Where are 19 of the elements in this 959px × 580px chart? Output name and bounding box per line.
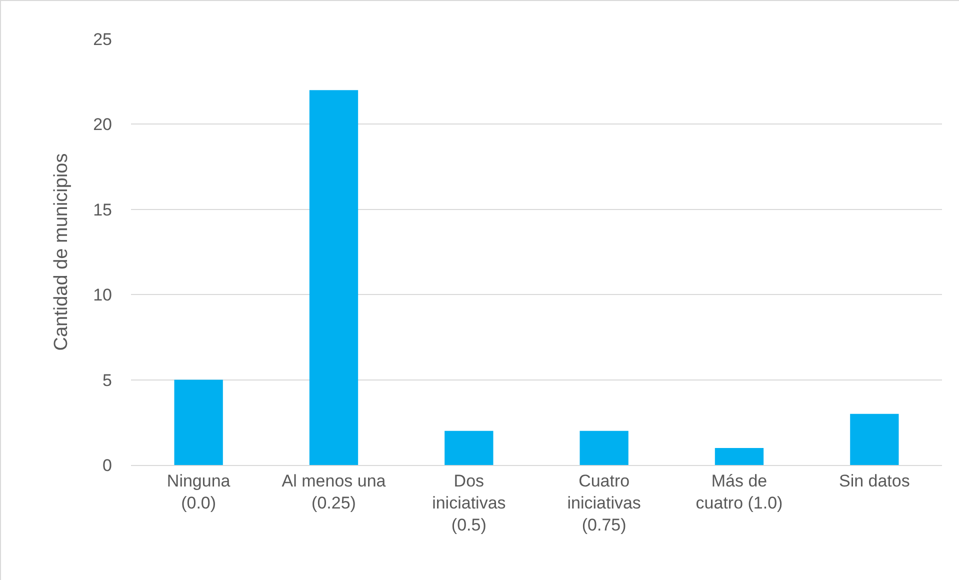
bar [174, 380, 223, 465]
bar [309, 90, 358, 465]
bar [580, 430, 628, 465]
y-tick-label: 5 [102, 370, 112, 390]
y-tick-label: 25 [93, 30, 112, 49]
bar [714, 448, 764, 465]
x-tick-label: Más de cuatro (1.0) [696, 471, 783, 512]
y-tick-label: 15 [93, 200, 112, 220]
bar [444, 430, 494, 465]
bar [850, 414, 899, 465]
y-tick-label: 20 [93, 115, 112, 134]
x-tick-label: Cuatro iniciativas (0.75) [567, 471, 641, 535]
y-axis-title: Cantidad de municipios [50, 153, 72, 351]
y-tick-label: 10 [93, 286, 112, 305]
x-tick-label: Dos iniciativas (0.5) [432, 471, 506, 535]
x-tick-label: Sin datos [838, 471, 910, 490]
x-tick-label: Ninguna (0.0) [166, 471, 231, 512]
y-tick-label: 0 [102, 456, 112, 475]
x-tick-label: Al menos una (0.25) [282, 471, 386, 512]
